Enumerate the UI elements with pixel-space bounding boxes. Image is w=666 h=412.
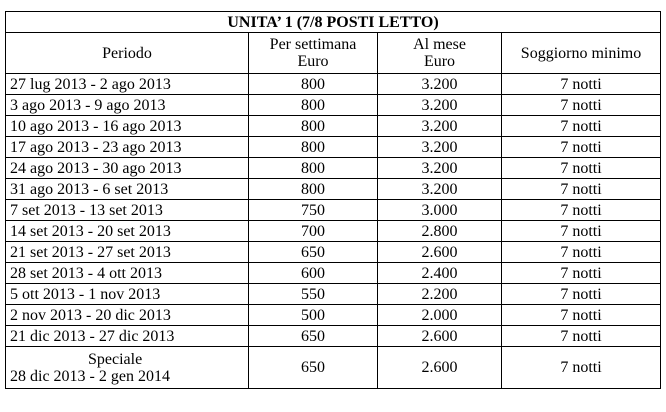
- table-row: 27 lug 2013 - 2 ago 2013 800 3.200 7 notti: [5, 73, 662, 95]
- period-cell: 17 ago 2013 - 23 ago 2013: [5, 136, 249, 158]
- table-body: 27 lug 2013 - 2 ago 2013 800 3.200 7 notti 3…: [5, 73, 662, 347]
- min-stay-cell: 7 notti: [500, 115, 662, 137]
- weekly-price-cell: 800: [248, 136, 378, 158]
- table-row: 21 set 2013 - 27 set 2013 650 2.600 7 notti: [5, 241, 662, 263]
- monthly-price-cell: 2.200: [377, 283, 502, 305]
- period-cell: 31 ago 2013 - 6 set 2013: [5, 178, 249, 200]
- period-cell: 3 ago 2013 - 9 ago 2013: [5, 94, 249, 116]
- weekly-price-cell: 800: [248, 73, 378, 95]
- monthly-price-cell: 2.600: [377, 325, 502, 347]
- min-stay-cell: 7 notti: [500, 283, 662, 305]
- weekly-price-cell: 800: [248, 178, 378, 200]
- weekly-price-cell: 550: [248, 283, 378, 305]
- special-monthly: 2.600: [377, 346, 502, 389]
- weekly-price-cell: 500: [248, 304, 378, 326]
- table-row: 3 ago 2013 - 9 ago 2013 800 3.200 7 notti: [5, 94, 662, 116]
- period-cell: 2 nov 2013 - 20 dic 2013: [5, 304, 249, 326]
- monthly-price-cell: 2.400: [377, 262, 502, 284]
- monthly-price-cell: 3.200: [377, 136, 502, 158]
- table-title: UNITA’ 1 (7/8 POSTI LETTO): [4, 11, 662, 33]
- min-stay-cell: 7 notti: [500, 178, 662, 200]
- table-row: 14 set 2013 - 20 set 2013 700 2.800 7 notti: [5, 220, 662, 242]
- min-stay-cell: 7 notti: [500, 241, 662, 263]
- price-table: UNITA’ 1 (7/8 POSTI LETTO) Periodo Per s…: [4, 11, 662, 389]
- period-cell: 7 set 2013 - 13 set 2013: [5, 199, 249, 221]
- period-cell: 28 set 2013 - 4 ott 2013: [5, 262, 249, 284]
- special-min-stay: 7 notti: [500, 346, 662, 389]
- monthly-price-cell: 2.600: [377, 241, 502, 263]
- header-weekly-line2: Euro: [297, 53, 329, 70]
- weekly-price-cell: 600: [248, 262, 378, 284]
- header-min-stay: Soggiorno minimo: [500, 32, 662, 74]
- monthly-price-cell: 2.800: [377, 220, 502, 242]
- min-stay-cell: 7 notti: [500, 304, 662, 326]
- period-cell: 14 set 2013 - 20 set 2013: [5, 220, 249, 242]
- table-row: 2 nov 2013 - 20 dic 2013 500 2.000 7 notti: [5, 304, 662, 326]
- period-cell: 27 lug 2013 - 2 ago 2013: [5, 73, 249, 95]
- header-period-label: Periodo: [102, 44, 152, 62]
- table-row: 24 ago 2013 - 30 ago 2013 800 3.200 7 notti: [5, 157, 662, 179]
- monthly-price-cell: 3.200: [377, 94, 502, 116]
- monthly-price-cell: 3.200: [377, 157, 502, 179]
- table-row: 10 ago 2013 - 16 ago 2013 800 3.200 7 notti: [5, 115, 662, 137]
- special-row: Speciale 28 dic 2013 - 2 gen 2014 650 2.…: [5, 346, 662, 389]
- min-stay-cell: 7 notti: [500, 73, 662, 95]
- period-cell: 21 set 2013 - 27 set 2013: [5, 241, 249, 263]
- min-stay-cell: 7 notti: [500, 136, 662, 158]
- table-row: 7 set 2013 - 13 set 2013 750 3.000 7 notti: [5, 199, 662, 221]
- min-stay-cell: 7 notti: [500, 199, 662, 221]
- monthly-price-cell: 3.200: [377, 115, 502, 137]
- monthly-price-cell: 3.000: [377, 199, 502, 221]
- special-period-cell: Speciale 28 dic 2013 - 2 gen 2014: [5, 346, 249, 389]
- period-cell: 24 ago 2013 - 30 ago 2013: [5, 157, 249, 179]
- header-monthly-line1: Al mese: [413, 36, 466, 53]
- table-row: 5 ott 2013 - 1 nov 2013 550 2.200 7 notti: [5, 283, 662, 305]
- header-weekly: Per settimana Euro: [248, 32, 378, 74]
- weekly-price-cell: 650: [248, 241, 378, 263]
- monthly-price-cell: 3.200: [377, 178, 502, 200]
- special-weekly: 650: [248, 346, 378, 389]
- weekly-price-cell: 800: [248, 157, 378, 179]
- table-row: 31 ago 2013 - 6 set 2013 800 3.200 7 notti: [5, 178, 662, 200]
- table-row: 28 set 2013 - 4 ott 2013 600 2.400 7 notti: [5, 262, 662, 284]
- special-period: 28 dic 2013 - 2 gen 2014: [10, 367, 170, 385]
- header-min-stay-label: Soggiorno minimo: [520, 44, 642, 62]
- min-stay-cell: 7 notti: [500, 94, 662, 116]
- header-period: Periodo: [5, 32, 249, 74]
- period-cell: 21 dic 2013 - 27 dic 2013: [5, 325, 249, 347]
- min-stay-cell: 7 notti: [500, 157, 662, 179]
- period-cell: 10 ago 2013 - 16 ago 2013: [5, 115, 249, 137]
- min-stay-cell: 7 notti: [500, 262, 662, 284]
- special-label: Speciale: [88, 350, 143, 368]
- weekly-price-cell: 800: [248, 94, 378, 116]
- weekly-price-cell: 750: [248, 199, 378, 221]
- monthly-price-cell: 3.200: [377, 73, 502, 95]
- weekly-price-cell: 700: [248, 220, 378, 242]
- min-stay-cell: 7 notti: [500, 220, 662, 242]
- table-row: 21 dic 2013 - 27 dic 2013 650 2.600 7 notti: [5, 325, 662, 347]
- header-monthly: Al mese Euro: [377, 32, 502, 74]
- weekly-price-cell: 650: [248, 325, 378, 347]
- min-stay-cell: 7 notti: [500, 325, 662, 347]
- header-weekly-line1: Per settimana: [269, 36, 357, 53]
- weekly-price-cell: 800: [248, 115, 378, 137]
- period-cell: 5 ott 2013 - 1 nov 2013: [5, 283, 249, 305]
- table-row: 17 ago 2013 - 23 ago 2013 800 3.200 7 notti: [5, 136, 662, 158]
- monthly-price-cell: 2.000: [377, 304, 502, 326]
- header-monthly-line2: Euro: [423, 53, 456, 70]
